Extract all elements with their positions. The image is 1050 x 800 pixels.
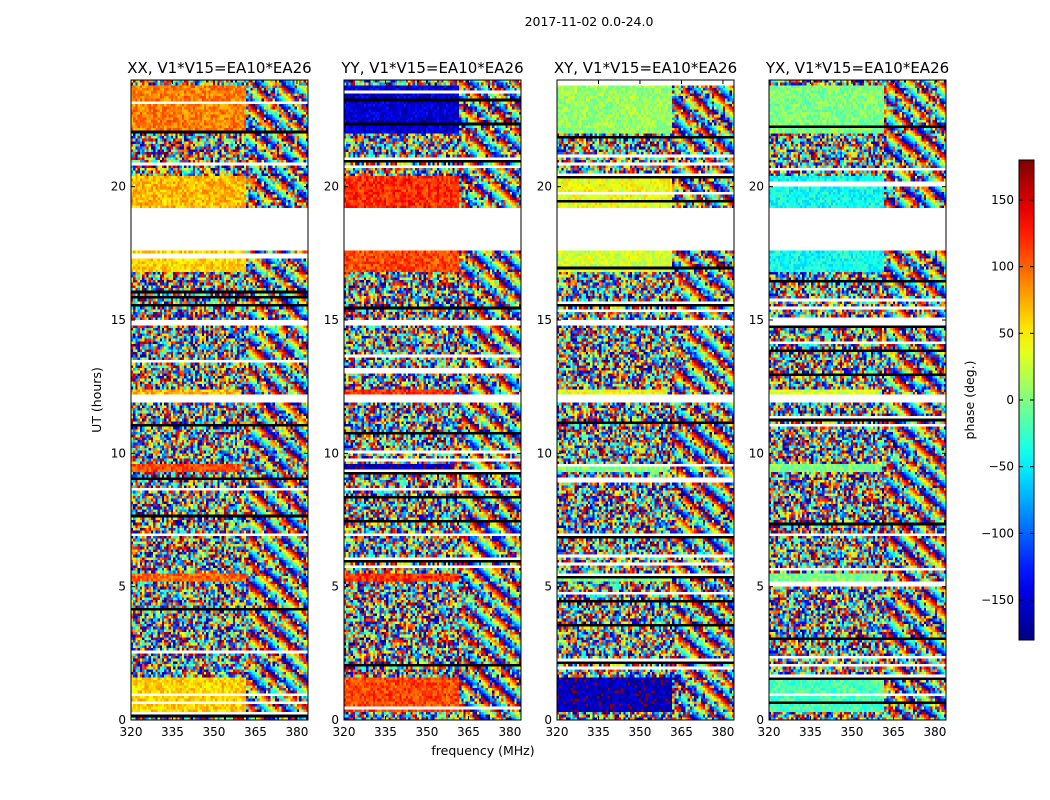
x-tick-label: 335 — [799, 725, 822, 739]
panel-title-3: XY, V1*V15=EA10*EA26 — [554, 59, 737, 77]
x-tick-label: 380 — [711, 725, 734, 739]
colorbar-tick-label: 0 — [1006, 393, 1014, 407]
y-tick-label: 15 — [749, 313, 764, 327]
x-tick-label: 350 — [841, 725, 864, 739]
heatmap-2 — [344, 80, 521, 720]
x-tick-label: 320 — [333, 725, 356, 739]
y-tick-label: 10 — [111, 446, 126, 460]
panel-frame-1 — [130, 79, 309, 721]
colorbar-label: phase (deg.) — [962, 361, 977, 440]
y-axis-label: UT (hours) — [89, 367, 104, 433]
x-tick-label: 320 — [546, 725, 569, 739]
x-tick-label: 365 — [457, 725, 480, 739]
x-tick-label: 320 — [120, 725, 143, 739]
y-tick-label: 5 — [331, 580, 339, 594]
colorbar-tick-label: 100 — [991, 260, 1014, 274]
colorbar-tick-label: −50 — [989, 460, 1014, 474]
y-tick-label: 0 — [756, 713, 764, 727]
x-tick-label: 365 — [882, 725, 905, 739]
heatmap-4 — [769, 80, 946, 720]
x-tick-label: 335 — [161, 725, 184, 739]
y-tick-label: 20 — [537, 180, 552, 194]
panel-title-1: XX, V1*V15=EA10*EA26 — [127, 59, 311, 77]
panel-title-2: YY, V1*V15=EA10*EA26 — [340, 59, 523, 77]
panel-frame-4 — [768, 79, 947, 721]
y-tick-label: 0 — [118, 713, 126, 727]
colorbar-tick-label: 150 — [991, 193, 1014, 207]
x-tick-label: 380 — [923, 725, 946, 739]
y-tick-label: 5 — [756, 580, 764, 594]
x-tick-label: 380 — [285, 725, 308, 739]
x-tick-label: 380 — [498, 725, 521, 739]
y-tick-label: 15 — [324, 313, 339, 327]
panel-frame-2 — [343, 79, 522, 721]
x-tick-label: 365 — [244, 725, 267, 739]
y-tick-label: 5 — [118, 580, 126, 594]
y-tick-label: 15 — [111, 313, 126, 327]
x-tick-label: 350 — [203, 725, 226, 739]
colorbar-tick-label: −150 — [981, 593, 1014, 607]
x-tick-label: 320 — [758, 725, 781, 739]
figure-title: 2017-11-02 0.0-24.0 — [525, 14, 654, 29]
y-tick-label: 20 — [111, 180, 126, 194]
panel-title-4: YX, V1*V15=EA10*EA26 — [765, 59, 949, 77]
heatmap-3 — [557, 80, 734, 720]
x-tick-label: 335 — [587, 725, 610, 739]
colorbar-tick-label: 50 — [999, 326, 1014, 340]
y-tick-label: 15 — [537, 313, 552, 327]
y-tick-label: 0 — [544, 713, 552, 727]
x-tick-label: 350 — [416, 725, 439, 739]
y-tick-label: 20 — [324, 180, 339, 194]
x-axis-label: frequency (MHz) — [431, 743, 534, 758]
y-tick-label: 0 — [331, 713, 339, 727]
colorbar-tick-label: −100 — [981, 526, 1014, 540]
x-tick-label: 365 — [670, 725, 693, 739]
y-tick-label: 20 — [749, 180, 764, 194]
x-tick-label: 350 — [629, 725, 652, 739]
y-tick-label: 10 — [537, 446, 552, 460]
y-tick-label: 10 — [324, 446, 339, 460]
heatmap-1 — [131, 80, 308, 720]
y-tick-label: 5 — [544, 580, 552, 594]
y-tick-label: 10 — [749, 446, 764, 460]
x-tick-label: 335 — [374, 725, 397, 739]
panel-frame-3 — [556, 79, 735, 721]
